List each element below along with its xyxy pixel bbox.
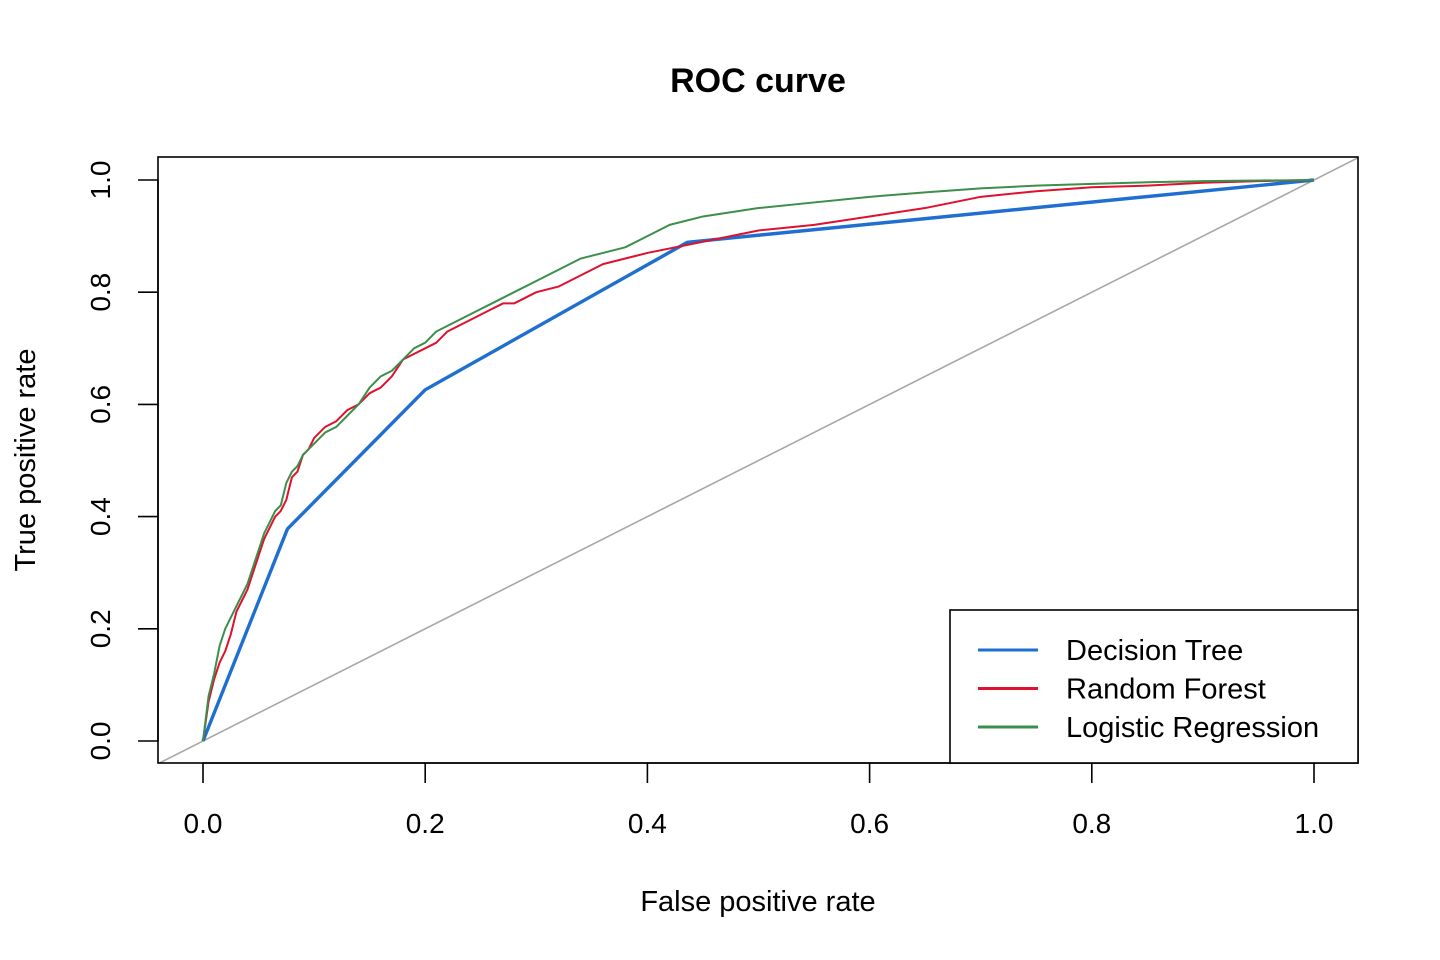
x-tick-label: 1.0 bbox=[1295, 808, 1334, 839]
y-tick-label: 0.2 bbox=[85, 609, 116, 648]
y-tick-label: 0.8 bbox=[85, 273, 116, 312]
chart-title: ROC curve bbox=[670, 62, 846, 100]
x-tick-label: 0.0 bbox=[184, 808, 223, 839]
y-tick-label: 0.0 bbox=[85, 722, 116, 761]
x-axis-label: False positive rate bbox=[640, 886, 875, 918]
x-tick-label: 0.2 bbox=[406, 808, 445, 839]
series-line-random-forest bbox=[202, 179, 1315, 742]
series-line-logistic-regression bbox=[202, 179, 1315, 742]
legend: Decision Tree Random Forest Logistic Regre… bbox=[949, 609, 1359, 764]
y-axis: 0.0 0.2 0.4 0.6 0.8 1.0 bbox=[85, 161, 159, 761]
legend-label-logistic-regression: Logistic Regression bbox=[1066, 712, 1319, 744]
y-tick-label: 0.4 bbox=[85, 497, 116, 536]
x-axis: 0.0 0.2 0.4 0.6 0.8 1.0 bbox=[184, 762, 1334, 839]
series-line-decision-tree bbox=[201, 178, 1315, 742]
legend-label-random-forest: Random Forest bbox=[1066, 674, 1266, 706]
series-group bbox=[158, 157, 1358, 763]
y-axis-label: True positive rate bbox=[10, 349, 42, 572]
x-tick-label: 0.8 bbox=[1072, 808, 1111, 839]
y-tick-label: 0.6 bbox=[85, 385, 116, 424]
reference-diagonal-line bbox=[158, 157, 1358, 763]
legend-label-decision-tree: Decision Tree bbox=[1066, 635, 1243, 667]
x-tick-label: 0.6 bbox=[850, 808, 889, 839]
legend-box bbox=[949, 609, 1359, 764]
y-tick-label: 1.0 bbox=[85, 161, 116, 200]
x-tick-label: 0.4 bbox=[628, 808, 667, 839]
